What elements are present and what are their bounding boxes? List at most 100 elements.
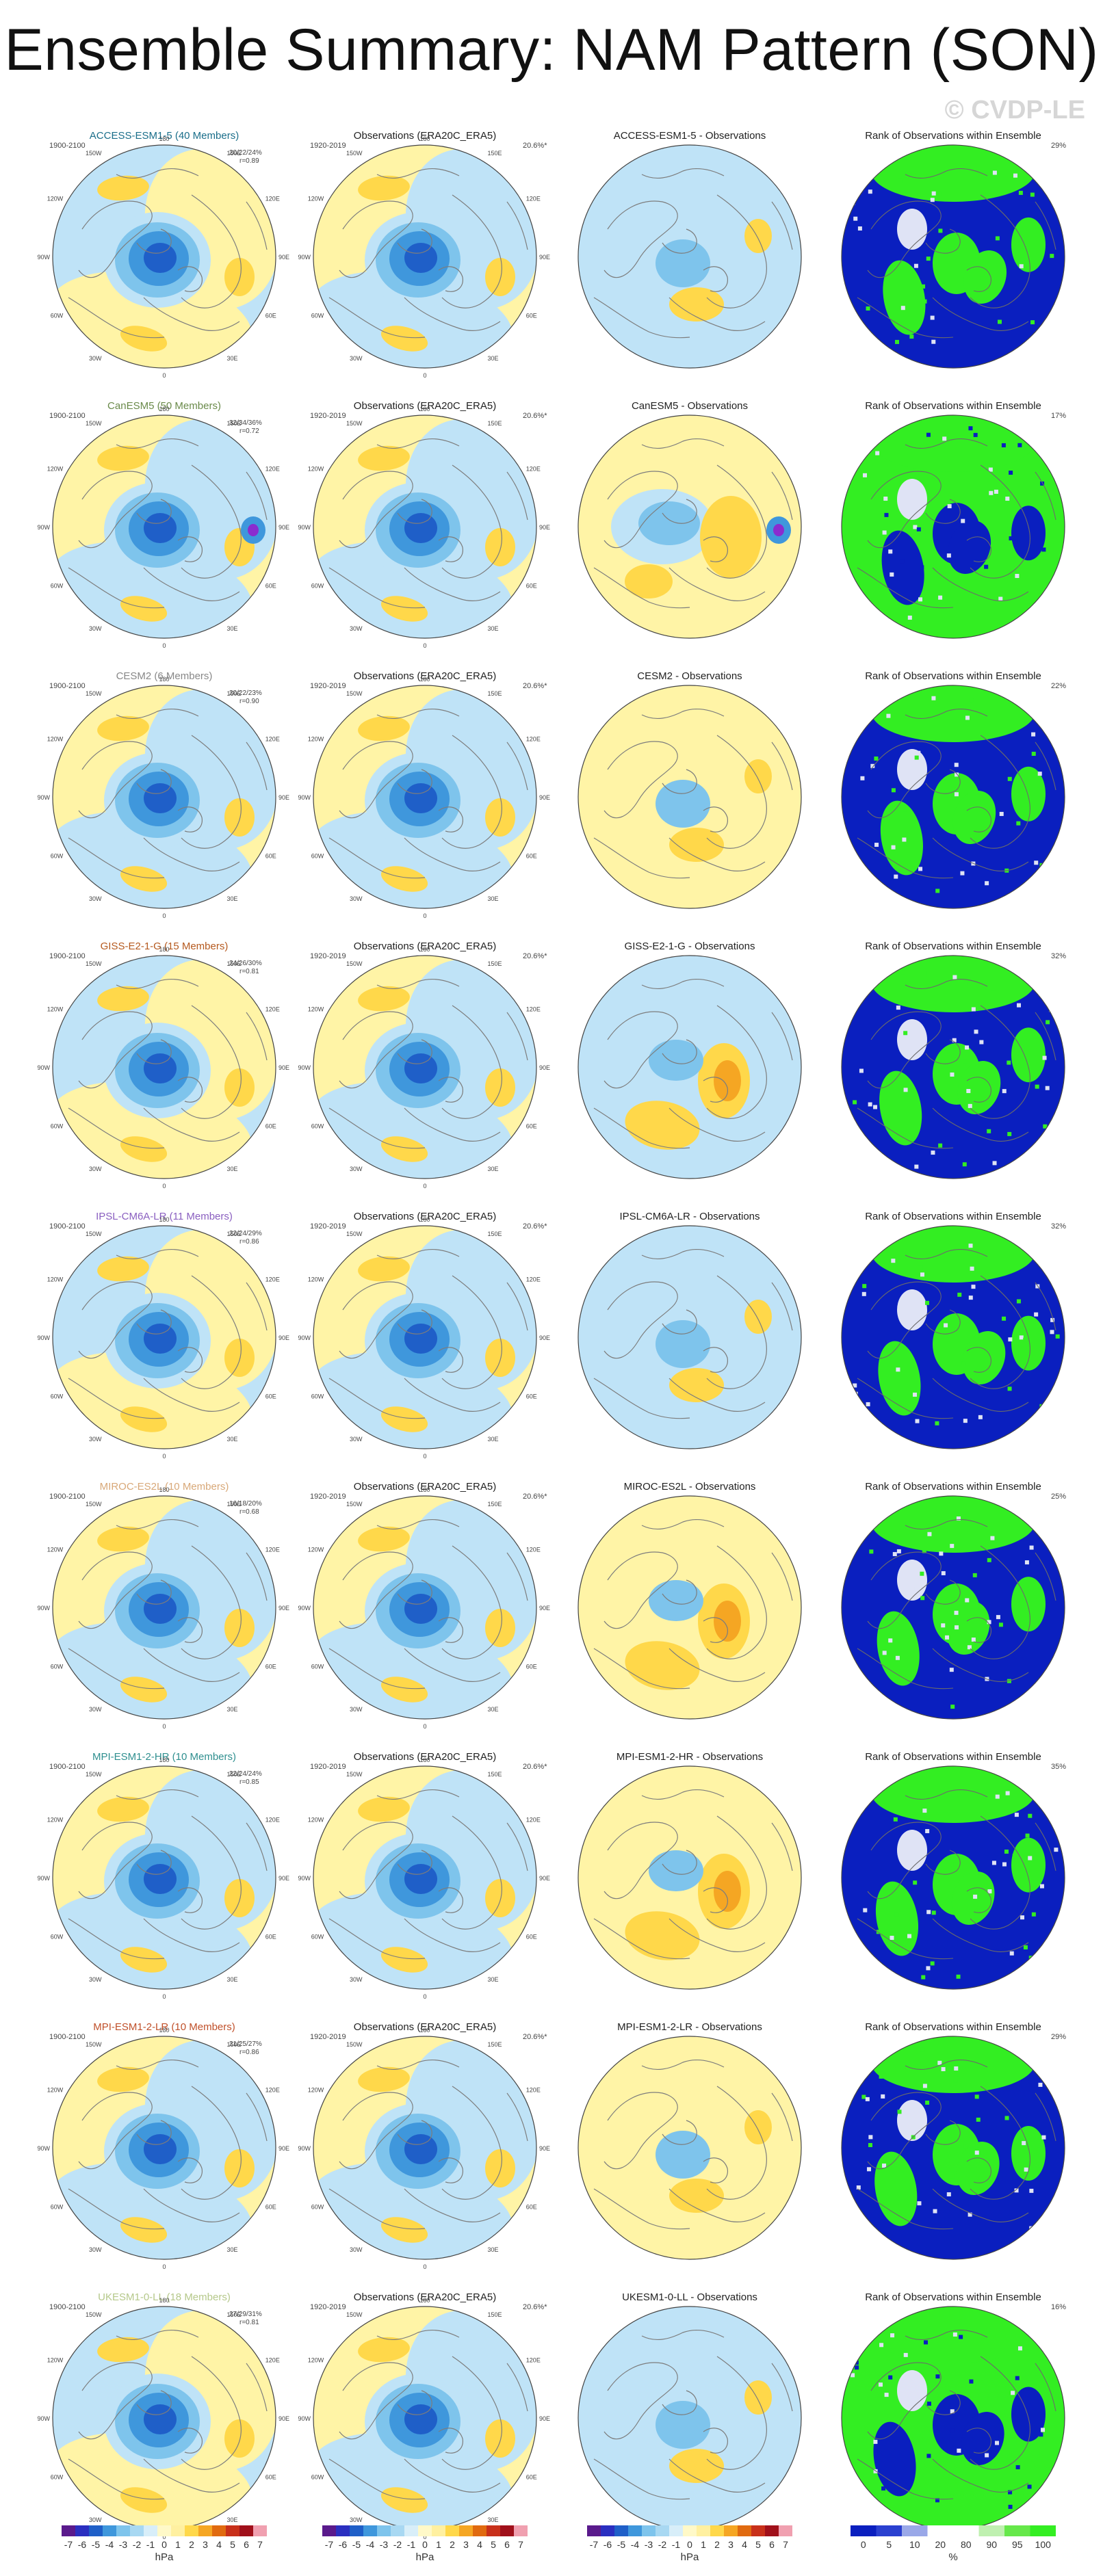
coastline — [376, 1789, 460, 1800]
colorbar-swatch — [157, 2525, 172, 2536]
longitude-label: 0 — [423, 912, 426, 919]
map-border — [578, 1765, 802, 1990]
rank-cell — [991, 1861, 996, 1865]
longitude-label: 90W — [37, 1605, 50, 1612]
rank-cell — [1040, 481, 1045, 486]
positive-anomaly-core — [714, 1871, 741, 1912]
period-label: 1900-2100 — [49, 952, 86, 960]
colorbar-tick: 2 — [714, 2539, 720, 2550]
rank-cell — [924, 1300, 929, 1305]
longitude-label: 90W — [298, 2415, 311, 2422]
coastline — [932, 837, 1029, 871]
rank-cell — [1041, 2135, 1046, 2140]
rank-cell — [1016, 1299, 1021, 1304]
positive-anomaly — [120, 1677, 168, 1703]
coastline — [177, 266, 203, 292]
longitude-label: 180 — [419, 676, 430, 683]
rank-cell — [896, 1549, 901, 1553]
negative-anomaly — [649, 1580, 703, 1621]
longitude-label: 150E — [488, 150, 502, 157]
rank-cell — [903, 807, 907, 812]
coastline — [339, 1551, 413, 1629]
colorbar-swatch — [363, 2525, 378, 2536]
coastline — [397, 2390, 432, 2415]
longitude-label: 150W — [86, 2311, 102, 2318]
longitude-label: 60W — [311, 1393, 324, 1400]
positive-anomaly — [120, 1136, 168, 1162]
rank-cell — [920, 2047, 925, 2052]
longitude-label: 30E — [488, 2516, 499, 2523]
positive-anomaly — [625, 1101, 700, 1150]
longitude-label: 0 — [162, 2534, 166, 2540]
longitude-label: 30E — [227, 1166, 238, 1172]
longitude-label: 30W — [89, 625, 102, 632]
rank-cell — [1015, 2376, 1020, 2380]
positive-anomaly — [669, 1368, 724, 1402]
negative-anomaly-core — [404, 243, 437, 273]
longitude-label: 60E — [265, 1664, 276, 1670]
page-title: Ensemble Summary: NAM Pattern (SON) — [4, 17, 1099, 83]
explained-variance: 20.6%* — [523, 1222, 547, 1231]
colorbar-swatch — [253, 2525, 267, 2536]
rank-region-mid — [897, 2370, 927, 2411]
coastline — [641, 1519, 725, 1529]
rank-cell — [1008, 1337, 1013, 1342]
rank-cell — [888, 1638, 893, 1643]
positive-anomaly — [380, 2487, 428, 2513]
panel-title: MIROC-ES2L - Observations — [623, 1481, 756, 1493]
positive-anomaly — [744, 759, 772, 793]
rank-cell — [995, 1794, 1000, 1799]
rank-cell — [1032, 1516, 1037, 1521]
rank-cell — [925, 1829, 930, 1834]
coastline — [970, 1005, 1030, 1119]
rank-cell — [1050, 1958, 1055, 1963]
rank-cell — [918, 867, 923, 871]
rank-percent: 35% — [1051, 1763, 1067, 1771]
rank-cell — [1019, 1335, 1024, 1340]
rank-cell — [922, 1549, 926, 1553]
rank-cell — [965, 1598, 970, 1603]
coastline — [932, 567, 1029, 601]
rank-region-mid — [897, 1289, 927, 1330]
hpa-colorbar — [62, 2525, 267, 2536]
panel-title: CanESM5 (50 Members) — [107, 400, 221, 412]
colorbar-tick: 0 — [422, 2539, 428, 2550]
rank-cell — [1029, 2226, 1034, 2231]
colorbar-tick: 6 — [244, 2539, 249, 2550]
map-border — [841, 1225, 1065, 1449]
map-border — [841, 1495, 1065, 1720]
rank-region — [880, 800, 923, 876]
longitude-label: 30E — [488, 895, 499, 902]
coastline — [376, 978, 460, 989]
longitude-label: 0 — [423, 1993, 426, 2000]
rank-cell — [1007, 1060, 1011, 1065]
rank-cell — [1002, 1316, 1007, 1321]
rank-cell — [959, 705, 964, 710]
pattern-correlation: r=0.85 — [239, 1778, 259, 1786]
coastline — [143, 1648, 240, 1683]
rank-cell — [920, 1596, 925, 1601]
longitude-label: 90W — [298, 2145, 311, 2152]
rank-cell — [951, 558, 956, 563]
model-pattern-map: 180 0 90W 90E 150W 120W 150E 120E 60W 30W 60E 30E — [37, 135, 289, 379]
longitude-label: 150W — [346, 2041, 363, 2048]
negative-anomaly-core — [404, 513, 437, 543]
rank-cell — [1029, 1545, 1034, 1550]
negative-anomaly-core — [773, 524, 784, 536]
rank-cell — [1050, 1317, 1055, 1322]
coastline — [669, 1378, 766, 1412]
rank-map — [841, 2036, 1065, 2260]
period-label: 1920-2019 — [310, 952, 346, 960]
rank-cell — [1016, 821, 1021, 826]
longitude-label: 180 — [419, 2027, 430, 2034]
rank-cell — [1009, 536, 1013, 541]
rank-cell — [923, 2340, 928, 2345]
rank-cell — [968, 2212, 972, 2217]
coastline — [604, 200, 678, 278]
coastline — [925, 1579, 961, 1605]
colorbar-swatch — [1030, 2525, 1056, 2536]
longitude-label: 60E — [526, 583, 537, 590]
rank-cell — [947, 504, 952, 509]
colorbar-swatch — [103, 2525, 117, 2536]
coastline — [970, 2356, 1030, 2470]
